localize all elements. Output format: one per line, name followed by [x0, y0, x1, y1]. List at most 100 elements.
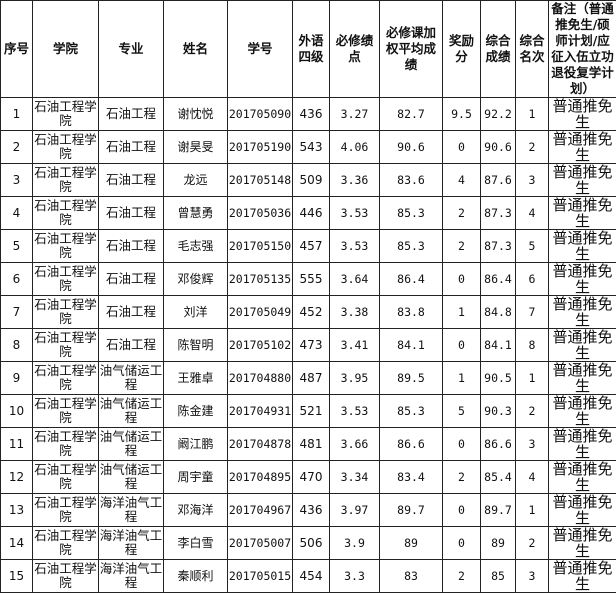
index-cell: 4 — [1, 197, 33, 230]
index-cell: 8 — [1, 329, 33, 362]
note-cell: 普通推免生 — [549, 230, 616, 263]
name-cell: 谢昊旻 — [164, 131, 228, 164]
header-row: 序号学院专业姓名学号外语四级必修绩点必修课加权平均成绩奖励分综合成绩综合名次备注… — [1, 1, 616, 98]
bonus-cell: 9.5 — [443, 98, 481, 131]
bonus-cell: 5 — [443, 395, 481, 428]
total-score-cell: 90.6 — [481, 131, 516, 164]
gpa-cell: 3.64 — [330, 263, 380, 296]
index-cell: 3 — [1, 164, 33, 197]
bonus-cell: 0 — [443, 263, 481, 296]
major-cell: 石油工程 — [99, 197, 164, 230]
note-cell: 普通推免生 — [549, 494, 616, 527]
student-id-cell: 201705007 — [228, 527, 293, 560]
college-cell: 石油工程学院 — [33, 98, 99, 131]
student-id-cell: 201705150 — [228, 230, 293, 263]
total-score-cell: 89 — [481, 527, 516, 560]
cet4-cell: 509 — [293, 164, 330, 197]
name-cell: 谢忱悦 — [164, 98, 228, 131]
bonus-cell: 2 — [443, 461, 481, 494]
note-cell: 普通推免生 — [549, 296, 616, 329]
note-cell: 普通推免生 — [549, 461, 616, 494]
bonus-cell: 4 — [443, 164, 481, 197]
bonus-cell: 0 — [443, 428, 481, 461]
total-score-cell: 85.4 — [481, 461, 516, 494]
student-id-cell: 201705190 — [228, 131, 293, 164]
index-cell: 14 — [1, 527, 33, 560]
major-cell: 油气储运工程 — [99, 395, 164, 428]
index-cell: 7 — [1, 296, 33, 329]
gpa-cell: 3.53 — [330, 197, 380, 230]
gpa-cell: 3.41 — [330, 329, 380, 362]
name-cell: 李白雪 — [164, 527, 228, 560]
major-cell: 海洋油气工程 — [99, 527, 164, 560]
college-cell: 石油工程学院 — [33, 329, 99, 362]
cet4-cell: 555 — [293, 263, 330, 296]
name-cell: 周宇童 — [164, 461, 228, 494]
gpa-cell: 3.53 — [330, 230, 380, 263]
college-cell: 石油工程学院 — [33, 131, 99, 164]
college-cell: 石油工程学院 — [33, 362, 99, 395]
weighted-average-cell: 83.4 — [380, 461, 443, 494]
name-cell: 邓海洋 — [164, 494, 228, 527]
student-id-cell: 201704878 — [228, 428, 293, 461]
column-header: 姓名 — [164, 1, 228, 98]
bonus-cell: 2 — [443, 560, 481, 593]
total-score-cell: 89.7 — [481, 494, 516, 527]
note-cell: 普通推免生 — [549, 428, 616, 461]
rank-cell: 5 — [516, 230, 549, 263]
major-cell: 石油工程 — [99, 230, 164, 263]
column-header: 序号 — [1, 1, 33, 98]
index-cell: 1 — [1, 98, 33, 131]
student-id-cell: 201704895 — [228, 461, 293, 494]
college-cell: 石油工程学院 — [33, 263, 99, 296]
cet4-cell: 454 — [293, 560, 330, 593]
total-score-cell: 85 — [481, 560, 516, 593]
gpa-cell: 3.38 — [330, 296, 380, 329]
index-cell: 6 — [1, 263, 33, 296]
name-cell: 邓俊辉 — [164, 263, 228, 296]
major-cell: 石油工程 — [99, 296, 164, 329]
column-header: 备注（普通推免生/硕师计划/应征入伍立功退役复学计划） — [549, 1, 616, 98]
weighted-average-cell: 90.6 — [380, 131, 443, 164]
cet4-cell: 487 — [293, 362, 330, 395]
note-cell: 普通推免生 — [549, 164, 616, 197]
total-score-cell: 87.3 — [481, 197, 516, 230]
index-cell: 5 — [1, 230, 33, 263]
name-cell: 秦顺利 — [164, 560, 228, 593]
major-cell: 石油工程 — [99, 98, 164, 131]
index-cell: 12 — [1, 461, 33, 494]
name-cell: 毛志强 — [164, 230, 228, 263]
index-cell: 13 — [1, 494, 33, 527]
column-header: 必修课加权平均成绩 — [380, 1, 443, 98]
note-cell: 普通推免生 — [549, 560, 616, 593]
rank-cell: 3 — [516, 164, 549, 197]
major-cell: 石油工程 — [99, 263, 164, 296]
bonus-cell: 1 — [443, 362, 481, 395]
major-cell: 石油工程 — [99, 329, 164, 362]
name-cell: 陈智明 — [164, 329, 228, 362]
rank-cell: 4 — [516, 197, 549, 230]
major-cell: 海洋油气工程 — [99, 560, 164, 593]
student-id-cell: 201705135 — [228, 263, 293, 296]
index-cell: 10 — [1, 395, 33, 428]
total-score-cell: 86.4 — [481, 263, 516, 296]
gpa-cell: 3.34 — [330, 461, 380, 494]
total-score-cell: 92.2 — [481, 98, 516, 131]
total-score-cell: 87.3 — [481, 230, 516, 263]
gpa-cell: 4.06 — [330, 131, 380, 164]
name-cell: 曾慧勇 — [164, 197, 228, 230]
major-cell: 油气储运工程 — [99, 362, 164, 395]
note-cell: 普通推免生 — [549, 131, 616, 164]
index-cell: 15 — [1, 560, 33, 593]
column-header: 学院 — [33, 1, 99, 98]
cet4-cell: 543 — [293, 131, 330, 164]
major-cell: 油气储运工程 — [99, 461, 164, 494]
total-score-cell: 84.8 — [481, 296, 516, 329]
index-cell: 9 — [1, 362, 33, 395]
note-cell: 普通推免生 — [549, 197, 616, 230]
